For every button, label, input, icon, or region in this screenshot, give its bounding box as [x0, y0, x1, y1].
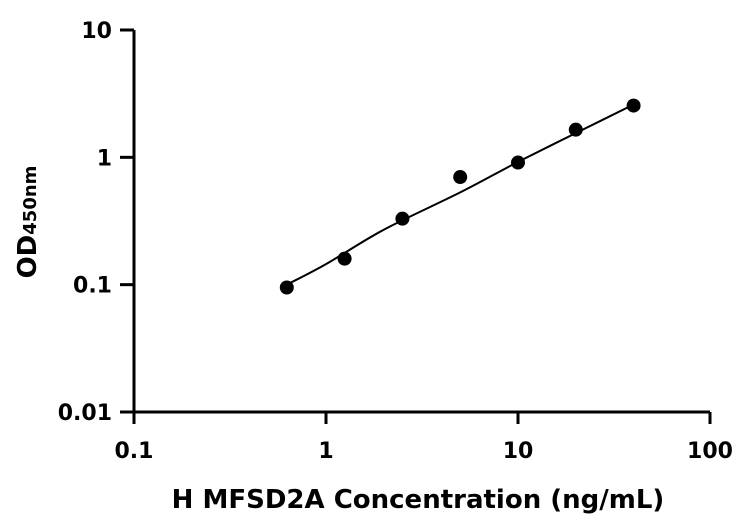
- y-axis-title-main: OD: [13, 235, 43, 279]
- y-ticks: 0.01 0.1 1 10: [58, 19, 134, 426]
- data-point: [568, 122, 583, 137]
- data-point: [453, 170, 468, 185]
- data-point: [279, 280, 294, 295]
- x-ticks: 0.1 1 10 100: [115, 412, 733, 464]
- y-axis-title: OD450nm: [13, 166, 43, 279]
- data-point: [337, 251, 352, 266]
- x-tick-label: 0.1: [115, 439, 154, 464]
- data-point: [511, 155, 525, 170]
- data-point: [626, 98, 641, 113]
- x-tick-label: 10: [503, 439, 534, 464]
- y-tick-label: 10: [81, 19, 112, 44]
- x-axis-title: H MFSD2A Concentration (ng/mL): [172, 485, 665, 515]
- y-axis-title-sub: 450nm: [20, 166, 41, 235]
- data-point: [395, 211, 410, 226]
- data-points: [279, 98, 641, 295]
- y-tick-label: 0.1: [73, 274, 112, 299]
- x-tick-label: 100: [687, 439, 733, 464]
- y-tick-label: 1: [97, 146, 112, 171]
- y-tick-label: 0.01: [58, 401, 112, 426]
- x-tick-label: 1: [318, 439, 333, 464]
